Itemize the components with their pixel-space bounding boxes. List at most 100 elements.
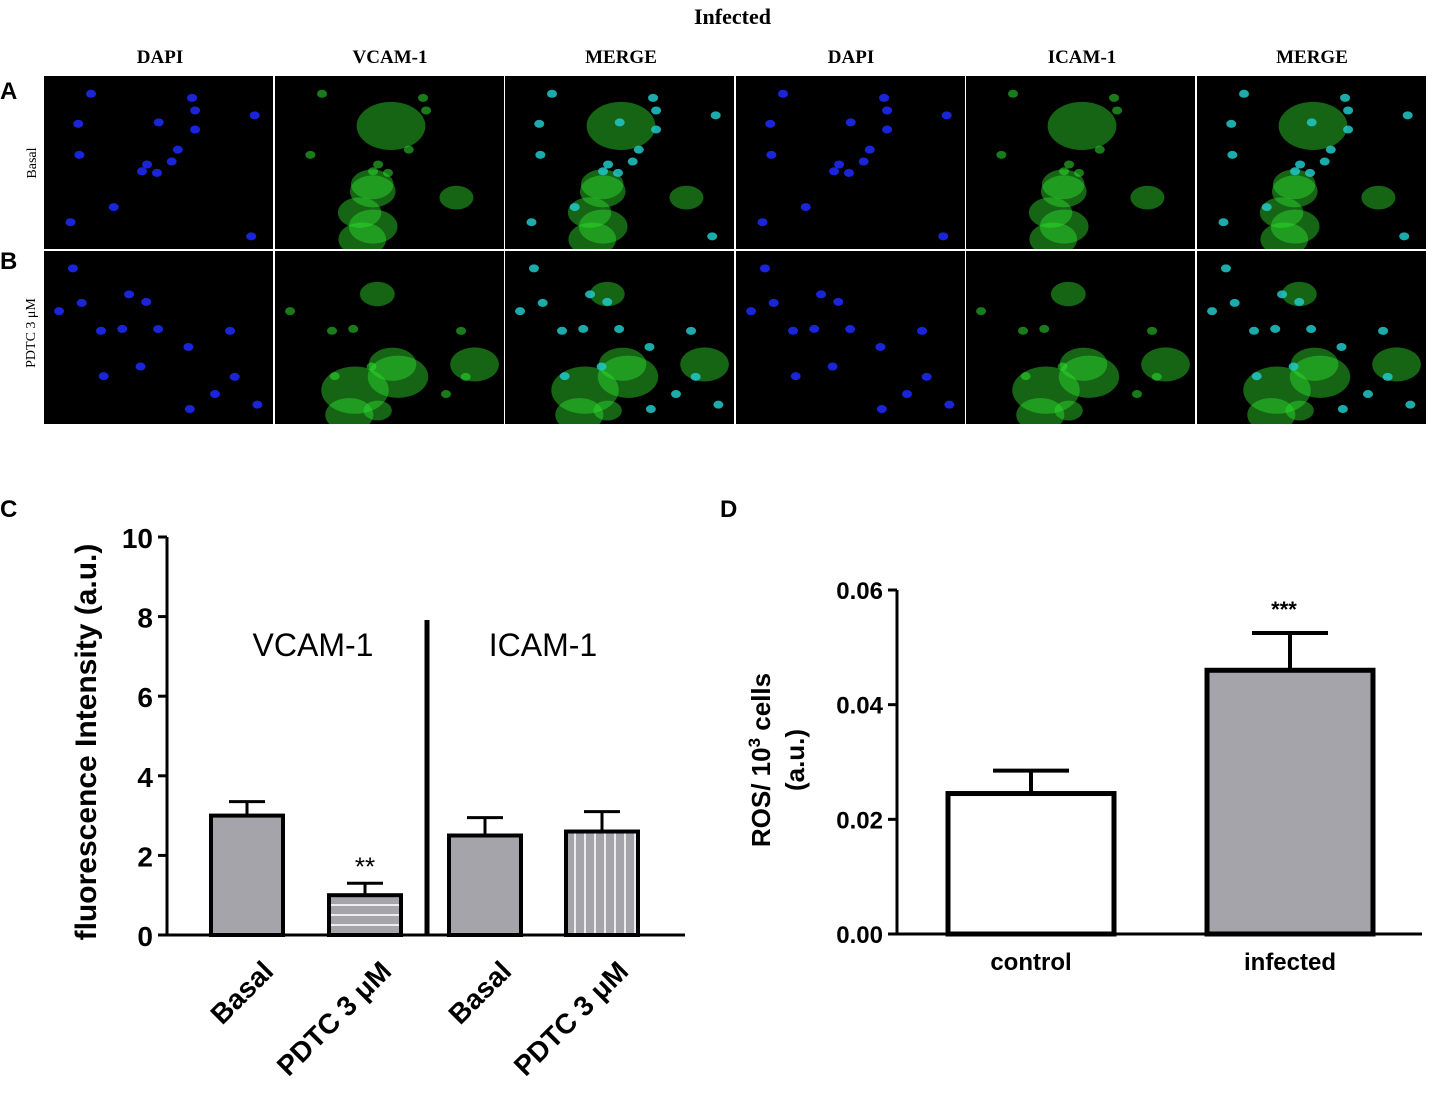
micrograph-tile	[44, 251, 273, 424]
cell-blob	[599, 347, 647, 381]
cell-blob	[1016, 397, 1065, 424]
chart-c-group-label-icam: ICAM-1	[489, 627, 597, 663]
chart-d-bar	[1204, 667, 1376, 937]
cell-blob	[1270, 209, 1320, 244]
micrograph-tile	[274, 251, 504, 424]
chart-c-bar	[564, 829, 640, 937]
chart-d: 0.00 0.02 0.04 0.06 control *** infected ROS/ …	[745, 578, 1422, 976]
panel-letter-c: C	[0, 496, 18, 523]
column-label-merge-1: MERGE	[585, 47, 657, 68]
cell-blob	[581, 169, 624, 200]
chart-d-ytick-label: 0.04	[836, 693, 883, 720]
panel-letter-b: B	[0, 248, 18, 275]
cell-blob	[350, 169, 394, 200]
cell-blob	[1048, 101, 1117, 151]
column-label-dapi-1: DAPI	[136, 47, 184, 68]
micrograph-tile	[1197, 76, 1426, 249]
figure-title: Infected	[694, 4, 771, 29]
chart-c-category-label: PDTC 3 μM	[271, 955, 397, 1081]
micrograph-tile	[966, 76, 1196, 249]
cell-blob	[439, 185, 474, 210]
cell-blob	[1372, 347, 1421, 382]
chart-d-category-label: infected	[1244, 949, 1336, 976]
cell-blob	[590, 281, 625, 307]
chart-d-ylabel: ROS/ 103 cells	[745, 673, 776, 847]
micrograph-tile	[505, 251, 735, 424]
cell-blob	[1029, 222, 1078, 249]
cell-blob	[1272, 169, 1316, 200]
chart-c-ytick-label: 10	[122, 523, 153, 554]
cell-blob	[555, 397, 604, 424]
micrograph-tile	[274, 76, 504, 249]
micrograph-tile	[505, 76, 735, 249]
cell-blob	[1141, 347, 1191, 382]
chart-c-ytick-label: 4	[137, 762, 153, 793]
column-label-vcam-1: VCAM-1	[352, 47, 428, 68]
cell-blob	[1051, 281, 1087, 307]
cell-blob	[1289, 355, 1351, 398]
cell-blob	[1260, 222, 1309, 249]
panel-letter-a: A	[0, 78, 18, 105]
chart-c-ytick-label: 8	[137, 603, 153, 634]
chart-c-bar	[209, 813, 285, 938]
cell-blob	[1041, 175, 1087, 208]
micrograph-tile	[735, 76, 965, 249]
column-label-merge-2: MERGE	[1276, 47, 1348, 68]
cell-blob	[680, 347, 730, 382]
chart-c-ytick-label: 2	[137, 841, 153, 872]
chart-c-ylabel: fluorescence Intensity (a.u.)	[70, 544, 103, 941]
chart-c-bar	[447, 833, 523, 937]
chart-c-bar	[327, 893, 403, 938]
chart-d-ytick-label: 0.00	[836, 922, 883, 949]
chart-d-significance: ***	[1271, 597, 1297, 622]
cell-blob	[669, 185, 704, 210]
chart-c-group-label-vcam: VCAM-1	[253, 627, 374, 663]
cell-blob	[449, 347, 499, 382]
cell-blob	[1271, 175, 1318, 208]
chart-d-ytick-label: 0.02	[836, 807, 883, 834]
chart-c-category-label: Basal	[442, 955, 517, 1030]
row-label-basal: Basal	[25, 147, 40, 179]
cell-blob	[367, 355, 428, 398]
row-label-pdtc: PDTC 3 μM	[24, 298, 39, 368]
cell-blob	[1059, 355, 1120, 398]
chart-c-category-label: Basal	[204, 955, 279, 1030]
microscopy-grid	[44, 76, 1428, 426]
cell-blob	[1290, 347, 1339, 381]
cell-blob	[1042, 169, 1085, 200]
column-label-dapi-2: DAPI	[827, 47, 875, 68]
column-label-icam-1: ICAM-1	[1047, 47, 1117, 68]
cell-blob	[1281, 281, 1317, 307]
cell-blob	[356, 101, 425, 151]
cell-blob	[1054, 400, 1084, 421]
cell-blob	[1029, 197, 1073, 228]
micrograph-tile	[735, 251, 965, 424]
cell-blob	[568, 222, 617, 249]
chart-d-category-label: control	[990, 949, 1071, 976]
chart-c-significance: **	[355, 851, 375, 881]
cell-blob	[359, 281, 395, 307]
chart-d-ytick-label: 0.06	[836, 578, 883, 605]
cell-blob	[348, 209, 398, 244]
chart-c-ytick-label: 0	[137, 921, 153, 952]
cell-blob	[349, 175, 396, 208]
cell-blob	[579, 209, 628, 244]
cell-blob	[1361, 185, 1396, 210]
cell-blob	[368, 347, 416, 381]
cell-blob	[1130, 185, 1165, 210]
cell-blob	[1040, 209, 1089, 244]
cell-blob	[1247, 397, 1296, 424]
cell-blob	[363, 400, 392, 421]
cell-blob	[338, 222, 386, 249]
cell-blob	[597, 355, 659, 398]
micrograph-tile	[1197, 251, 1426, 424]
micrograph-tile	[44, 76, 273, 249]
cell-blob	[593, 400, 623, 421]
cell-blob	[1285, 400, 1314, 421]
micrograph-tile	[966, 251, 1196, 424]
chart-d-ylabel-unit: (a.u.)	[780, 729, 810, 791]
cell-blob	[324, 397, 373, 424]
cell-blob	[580, 175, 626, 208]
panel-letter-d: D	[720, 496, 738, 523]
